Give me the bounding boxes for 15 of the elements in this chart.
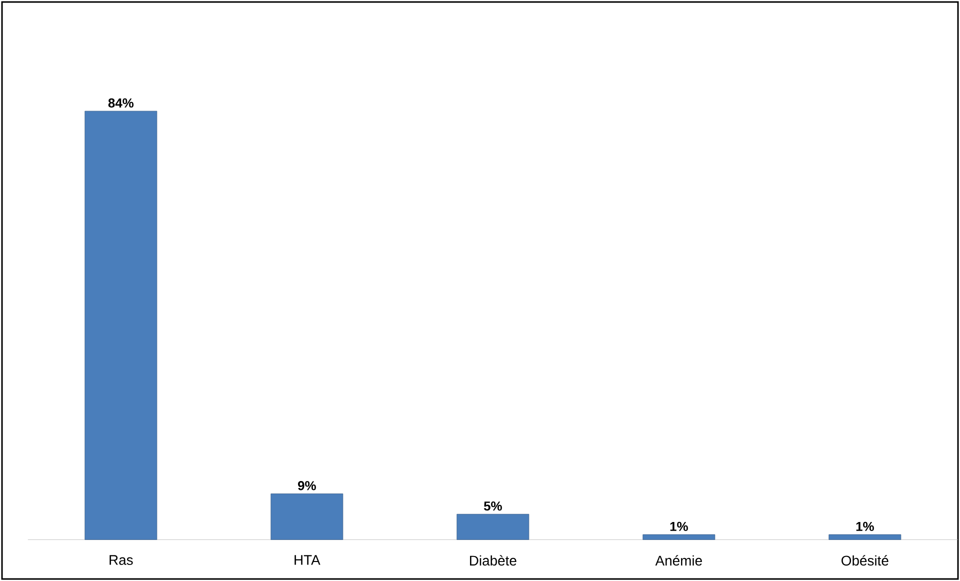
bar <box>456 514 530 540</box>
bar <box>270 494 344 540</box>
bar <box>642 534 716 540</box>
x-tick-label: Diabète <box>470 555 516 566</box>
x-tick-label: Obésité <box>842 555 888 566</box>
data-label: 1% <box>856 522 874 532</box>
data-label: 1% <box>670 522 688 532</box>
data-label: 5% <box>484 501 502 511</box>
data-label: 9% <box>298 481 316 490</box>
x-tick-label: Anémie <box>655 555 702 566</box>
bar <box>84 110 158 540</box>
x-tick-label: HTA <box>294 555 320 565</box>
x-tick-label: Ras <box>110 555 133 565</box>
data-label: 84% <box>108 98 134 108</box>
bar <box>828 534 902 540</box>
